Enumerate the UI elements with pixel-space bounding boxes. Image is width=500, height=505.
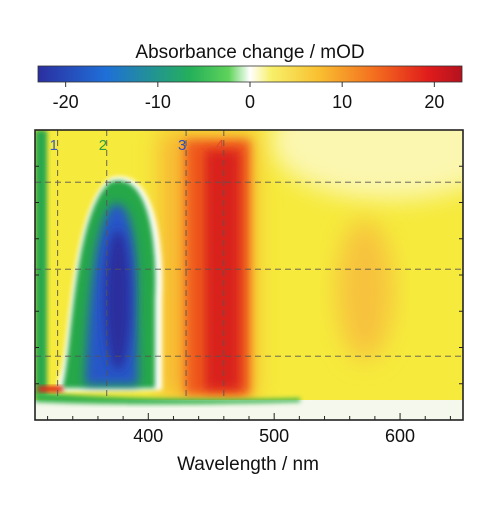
marker-label: 1 bbox=[50, 137, 58, 154]
marker-label: 4 bbox=[216, 137, 224, 154]
x-axis: 400 500 600 bbox=[35, 165, 463, 446]
region-bottom-red bbox=[38, 386, 63, 392]
colorbar-tick-label: 0 bbox=[245, 92, 255, 112]
colorbar-tick-label: -20 bbox=[53, 92, 79, 112]
colorbar bbox=[37, 65, 463, 83]
region-left-green bbox=[35, 130, 47, 395]
x-tick-label: 500 bbox=[259, 426, 289, 446]
marker-label: 2 bbox=[99, 137, 107, 154]
region-darkred-core bbox=[205, 150, 240, 390]
colorbar-ticks: -20 -10 0 10 20 bbox=[53, 82, 444, 112]
region-bottom-white bbox=[35, 400, 463, 420]
x-tick-label: 600 bbox=[385, 426, 415, 446]
x-axis-label: Wavelength / nm bbox=[177, 454, 319, 475]
region-bottom-green bbox=[35, 392, 300, 405]
marker-label: 3 bbox=[178, 137, 186, 154]
guide-lines bbox=[35, 130, 463, 400]
colorbar-tick-label: -10 bbox=[145, 92, 171, 112]
colorbar-tick-label: 10 bbox=[332, 92, 352, 112]
colorbar-label: Absorbance change / mOD bbox=[135, 42, 364, 63]
heatmap-area bbox=[35, 130, 463, 420]
region-bleach-core bbox=[105, 230, 131, 370]
colorbar-tick-label: 20 bbox=[424, 92, 444, 112]
region-orange-565 bbox=[337, 220, 393, 360]
marker-labels: 1 2 3 4 bbox=[50, 137, 225, 154]
x-tick-label: 400 bbox=[133, 426, 163, 446]
